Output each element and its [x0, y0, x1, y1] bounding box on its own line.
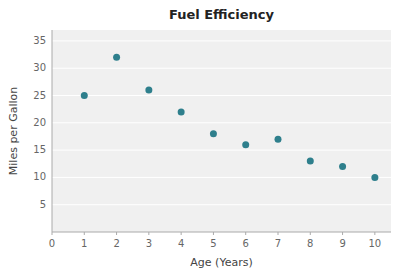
x-tick-label: 0 — [49, 238, 55, 249]
y-axis-label: Miles per Gallon — [7, 87, 20, 175]
point — [145, 87, 152, 94]
point — [113, 54, 120, 61]
chart-container: 5 10 15 20 25 30 35 0 1 2 3 4 5 6 7 8 9 10 Fuel Efficiency… — [0, 0, 405, 274]
points — [81, 54, 379, 181]
title: Fuel Efficiency — [169, 7, 275, 22]
x-tick-label: 8 — [307, 238, 313, 249]
x-tick-label: 10 — [368, 238, 381, 249]
y-axis: 5 10 15 20 25 30 35 — [33, 35, 391, 210]
y-tick-label: 15 — [33, 144, 46, 155]
y-tick-label: 30 — [33, 62, 46, 73]
point — [371, 174, 378, 181]
y-tick-label: 10 — [33, 171, 46, 182]
x-tick-label: 4 — [178, 238, 184, 249]
grid-line — [52, 122, 391, 123]
x-tick-label: 3 — [146, 238, 152, 249]
x-tick-label: 7 — [275, 238, 281, 249]
x-axis-label: Age (Years) — [190, 256, 252, 269]
x-tick-label: 6 — [243, 238, 249, 249]
grid-line — [52, 68, 391, 69]
point — [242, 141, 249, 148]
x-tick-label: 9 — [339, 238, 345, 249]
y-tick-label: 5 — [40, 199, 46, 210]
x-tick-label: 2 — [113, 238, 119, 249]
point — [178, 108, 185, 115]
chart: 5 10 15 20 25 30 35 0 1 2 3 4 5 6 7 8 9 10 Fuel Efficiency… — [0, 0, 405, 274]
y-tick-label: 35 — [33, 35, 46, 46]
x-tick-label: 5 — [210, 238, 216, 249]
y-axis-line — [52, 30, 53, 232]
point — [210, 130, 217, 137]
y-tick-label: 20 — [33, 117, 46, 128]
x-axis: 0 1 2 3 4 5 6 7 8 9 10 — [49, 232, 381, 249]
grid-line — [52, 40, 391, 41]
grid-line — [52, 177, 391, 178]
x-tick-label: 1 — [81, 238, 87, 249]
x-axis-line — [52, 232, 391, 233]
grid-line — [52, 204, 391, 205]
point — [339, 163, 346, 170]
point — [307, 158, 314, 165]
plot-background — [52, 30, 391, 232]
grid-line — [52, 95, 391, 96]
grid-line — [52, 150, 391, 151]
point — [81, 92, 88, 99]
point — [275, 136, 282, 143]
y-tick-label: 25 — [33, 90, 46, 101]
